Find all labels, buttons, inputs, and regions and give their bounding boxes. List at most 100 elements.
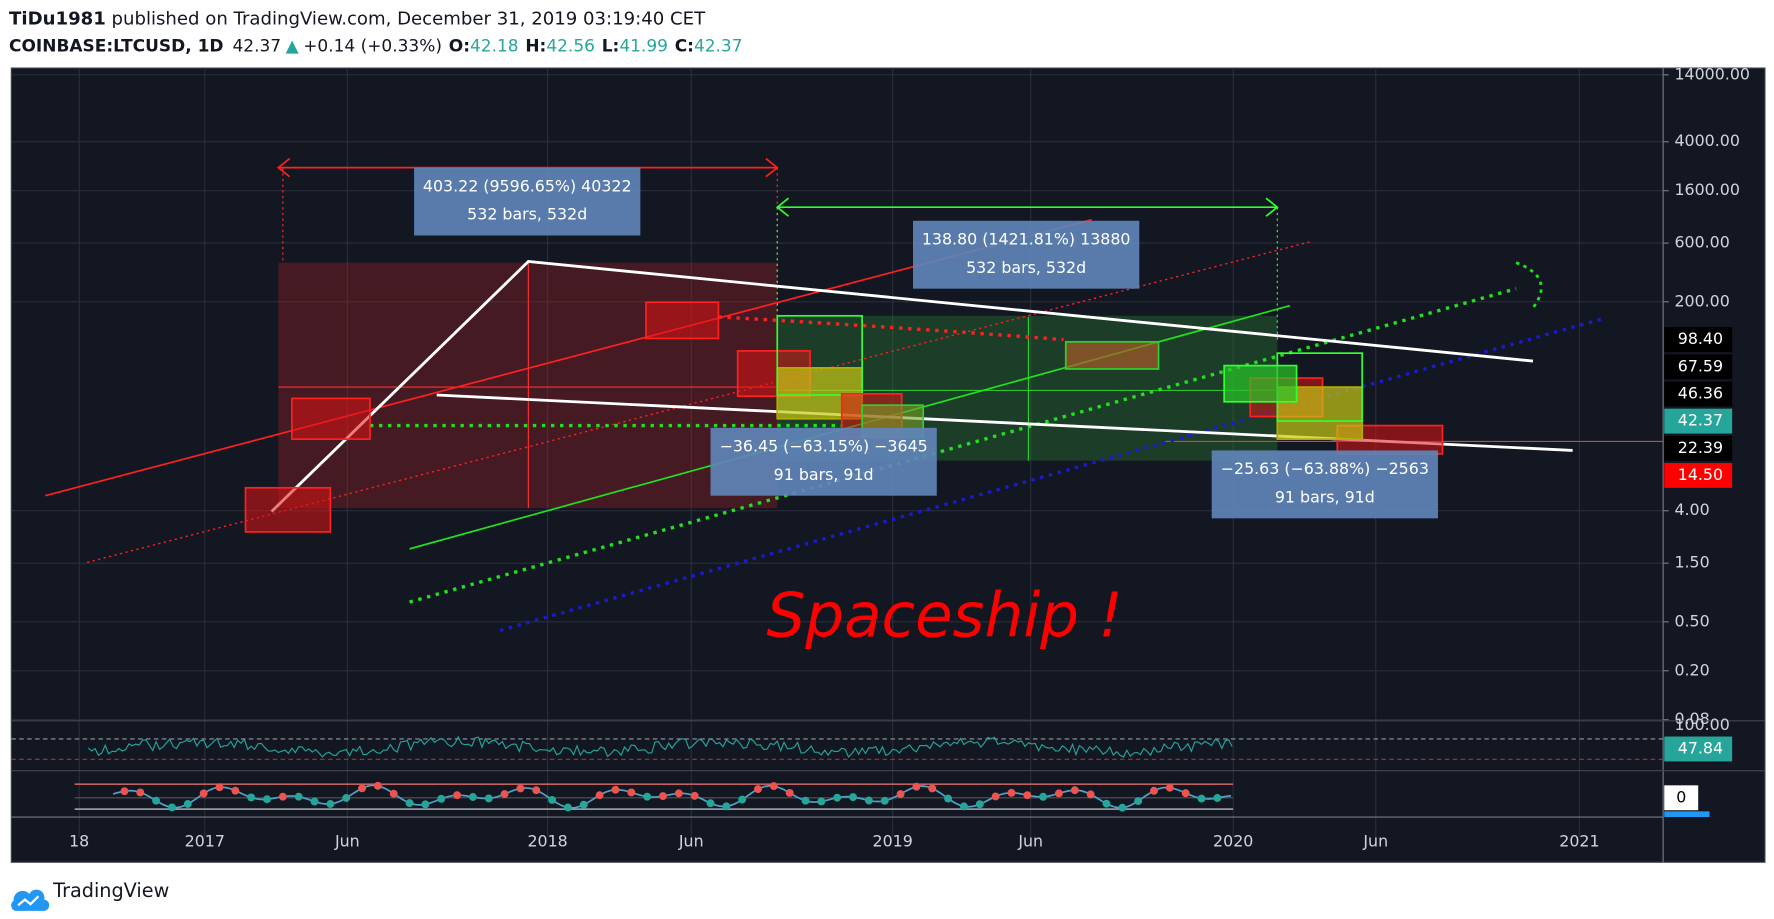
stoch-dot <box>1181 789 1190 798</box>
trend-line <box>499 317 1602 632</box>
stoch-dot <box>928 784 937 793</box>
price-tick-label: 1600.00 <box>1674 180 1739 199</box>
stoch-dot <box>1070 786 1079 795</box>
ohlc-key: C: <box>675 37 694 57</box>
rsi-marker <box>1664 736 1733 762</box>
stoch-dot <box>864 796 873 805</box>
time-label: Jun <box>678 831 704 850</box>
stoch-dot <box>231 786 240 795</box>
stoch-dot <box>405 799 414 808</box>
stoch-dot <box>1197 794 1206 803</box>
annotation: Spaceship ! <box>767 581 1123 652</box>
stoch-dot <box>959 802 968 811</box>
price-marker-label: 46.36 <box>1678 383 1723 402</box>
stoch-dot <box>294 792 303 801</box>
stoch-dot <box>975 800 984 809</box>
author: TiDu1981 <box>9 8 106 29</box>
ohlc-value: 41.99 <box>619 37 668 57</box>
time-label: Jun <box>334 831 360 850</box>
stoch-dot <box>358 784 367 793</box>
change: +0.14 (+0.33%) <box>303 37 442 57</box>
drawing-box <box>1223 364 1298 403</box>
price-tick-label: 0.20 <box>1674 660 1709 679</box>
price-marker-label: 22.39 <box>1678 438 1723 457</box>
stoch-dot <box>880 796 889 805</box>
stoch-dot <box>199 789 208 798</box>
price-tick-label: 4000.00 <box>1674 131 1739 150</box>
publish-line: TiDu1981 published on TradingView.com, De… <box>9 8 706 29</box>
time-label: 2017 <box>185 831 225 850</box>
price-tick-label: 1.50 <box>1674 553 1709 572</box>
stoch-dot <box>468 793 477 801</box>
stoch-dot <box>516 784 525 793</box>
stoch-dot <box>833 793 842 802</box>
drawing-box <box>1064 340 1160 370</box>
time-label: Jun <box>1362 831 1388 850</box>
price-tick-label: 600.00 <box>1674 233 1729 252</box>
time-label: Jun <box>1017 831 1043 850</box>
symbol-line: COINBASE:LTCUSD, 1D 42.37 ▲ +0.14 (+0.33%) O… <box>9 37 742 57</box>
ohlc-key: L: <box>602 37 620 57</box>
drawing-box <box>244 486 332 533</box>
stoch-dot <box>484 794 493 803</box>
price-marker <box>1664 408 1733 434</box>
chart-layer: 18 2017 Jun 2018 Jun 2019 Jun 2020 Jun 2021 14000.… <box>11 64 1765 863</box>
price-marker <box>1664 462 1733 488</box>
stoch-dot <box>690 791 699 800</box>
stoch-dot <box>548 795 557 804</box>
stoch-dot <box>944 794 953 803</box>
stoch-dot <box>1165 783 1174 792</box>
measure-value: 138.80 (1421.81%) 13880 <box>922 230 1131 249</box>
time-label: 2020 <box>1213 831 1253 850</box>
logo-cloud <box>11 889 50 911</box>
rsi-marker-label: 47.84 <box>1678 738 1723 757</box>
drawing-box <box>645 301 720 340</box>
footer-brand: TradingView <box>52 879 169 902</box>
stoch-dot <box>278 792 287 801</box>
stoch-dot <box>263 795 271 804</box>
price-tick-label: 200.00 <box>1674 291 1729 310</box>
stoch-dot <box>643 792 652 801</box>
arrow-head <box>775 197 1279 217</box>
stoch-dot <box>674 789 683 798</box>
stoch-dot <box>247 793 256 802</box>
measure-value: −25.63 (−63.88%) −2563 <box>1221 459 1429 478</box>
stoch-dot <box>801 796 810 805</box>
stoch-dot <box>215 783 224 792</box>
stoch-dot <box>1134 797 1143 806</box>
symbol: COINBASE:LTCUSD, 1D <box>9 37 223 57</box>
stoch-dot <box>310 797 319 806</box>
price-marker <box>1664 327 1733 353</box>
stoch-dot <box>168 803 176 812</box>
footer-logo <box>11 889 50 911</box>
stoch-dot <box>817 797 826 806</box>
stoch-dot <box>595 791 604 800</box>
stoch-dot <box>912 782 921 791</box>
rsi-tick-label: 100.00 <box>1674 715 1729 734</box>
price-marker-label: 98.40 <box>1678 329 1723 348</box>
price-tick-label: 14000.00 <box>1674 64 1750 83</box>
measure-box <box>913 220 1140 289</box>
time-label: 2018 <box>527 831 567 850</box>
stoch-dot <box>1023 791 1032 800</box>
ohlc-value: 42.37 <box>694 37 743 57</box>
drawing-box <box>278 262 778 509</box>
measure-bars: 91 bars, 91d <box>1275 487 1375 506</box>
ohlc-value: 42.18 <box>470 37 519 57</box>
measure-bars: 91 bars, 91d <box>774 465 874 484</box>
stoch-dot <box>991 792 1000 801</box>
measure-value: −36.45 (−63.15%) −3645 <box>720 437 928 456</box>
drawing-box <box>776 314 863 396</box>
price-tick-label: 4.00 <box>1674 500 1709 519</box>
stoch-dot <box>342 794 351 802</box>
price-marker-label: 67.59 <box>1678 356 1723 375</box>
stoch-dot <box>136 788 145 797</box>
stoch-dot <box>183 800 192 808</box>
stoch-dot <box>1086 790 1095 799</box>
drawing-box <box>291 397 371 440</box>
stoch-dot <box>1150 786 1158 795</box>
arrow-head <box>276 157 779 178</box>
